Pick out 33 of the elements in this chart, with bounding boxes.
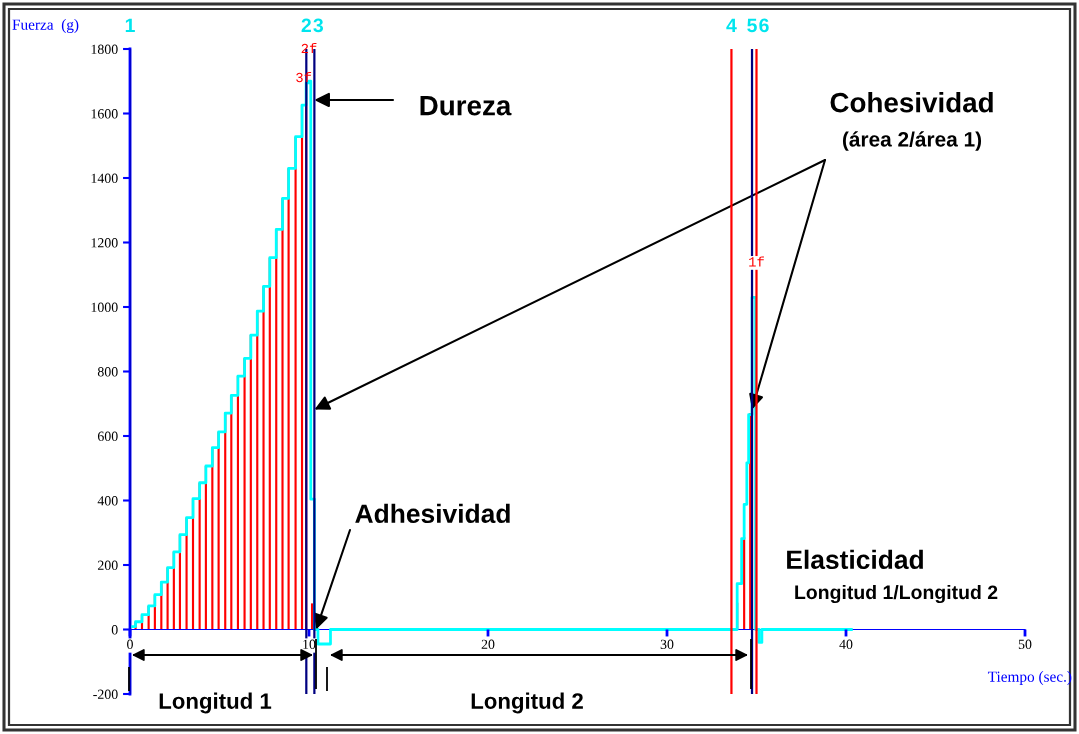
x-tick-label: 50 <box>1018 639 1032 649</box>
y-tick-label: 800 <box>97 367 118 377</box>
annotation: 6 <box>759 18 769 33</box>
x-tick-label: 30 <box>660 639 674 649</box>
y-tick-label: 1800 <box>91 44 118 54</box>
annotation: Longitud 1 <box>159 692 272 714</box>
annotation: Adhesividad <box>355 503 510 524</box>
annotation: Elasticidad <box>787 549 923 570</box>
y-axis-title: Fuerza (g) <box>12 19 79 33</box>
annotation: 4 <box>726 18 737 33</box>
annotation: (área 2/área 1) <box>842 131 982 151</box>
annotation: 2f <box>301 42 317 54</box>
y-tick-label: -200 <box>93 689 118 699</box>
y-tick-label: 200 <box>97 560 118 570</box>
y-tick-label: 1200 <box>91 238 118 248</box>
annotation: 1 <box>125 18 135 33</box>
x-tick-label: 20 <box>481 639 495 649</box>
annotation: 2 <box>301 18 311 33</box>
annotation: 1f <box>749 256 764 267</box>
annotation: Dureza <box>420 96 512 116</box>
annotation: Cohesividad <box>830 92 993 113</box>
y-tick-label: 1400 <box>91 173 118 183</box>
x-tick-label: 0 <box>127 639 133 649</box>
y-tick-label: 1000 <box>91 302 118 312</box>
x-tick-label: 40 <box>839 639 853 649</box>
annotation: Longitud 1/Longitud 2 <box>795 584 998 604</box>
y-tick-label: 600 <box>97 431 118 441</box>
y-tick-label: 0 <box>111 625 118 635</box>
annotation: 3 <box>313 18 324 33</box>
annotation: 5 <box>747 18 757 33</box>
y-tick-label: 400 <box>97 496 118 506</box>
y-tick-label: 1600 <box>91 109 118 119</box>
annotation: Longitud 2 <box>471 692 583 714</box>
